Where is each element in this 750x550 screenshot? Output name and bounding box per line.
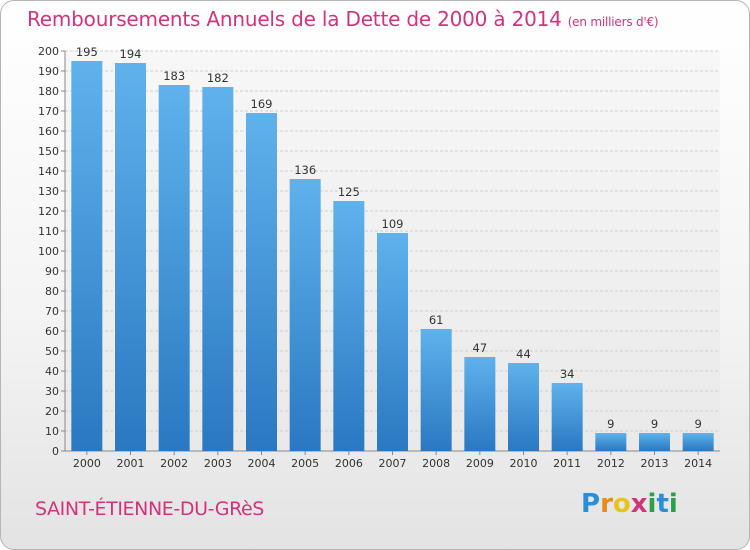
x-tick-label: 2009: [466, 457, 494, 470]
brand-letter: o: [612, 489, 631, 519]
y-tick-label: 50: [45, 345, 59, 358]
y-tick-label: 200: [38, 45, 59, 58]
bar-value-label: 195: [76, 45, 98, 59]
y-tick-label: 120: [38, 205, 59, 218]
y-tick-label: 40: [45, 365, 59, 378]
bar: [202, 87, 234, 451]
x-tick-label: 2006: [335, 457, 363, 470]
bar-value-label: 9: [651, 417, 658, 431]
brand-letter: i: [668, 489, 678, 519]
x-tick-label: 2007: [379, 457, 407, 470]
bar: [464, 357, 496, 451]
x-tick-label: 2004: [248, 457, 276, 470]
y-tick-label: 90: [45, 265, 59, 278]
x-tick-label: 2001: [117, 457, 145, 470]
x-tick-label: 2008: [422, 457, 450, 470]
bar: [246, 113, 277, 451]
bar-value-label: 47: [473, 341, 488, 355]
bar: [595, 433, 627, 451]
bar: [551, 383, 583, 451]
bar: [333, 201, 365, 451]
x-tick-label: 2013: [641, 457, 669, 470]
x-tick-label: 2005: [291, 457, 319, 470]
bar: [158, 85, 190, 451]
bar-value-label: 109: [382, 217, 404, 231]
commune-name: SAINT-ÉTIENNE-DU-GRèS: [35, 498, 264, 520]
bar-value-label: 125: [338, 185, 360, 199]
y-tick-label: 70: [45, 305, 59, 318]
chart-unit-label: (en milliers d'€): [567, 15, 659, 29]
bar-value-label: 169: [251, 97, 273, 111]
proxiti-logo: Proxiti: [581, 489, 678, 519]
bar-value-label: 183: [163, 69, 185, 83]
y-tick-label: 0: [52, 445, 59, 458]
y-tick-label: 190: [38, 65, 59, 78]
bar: [71, 61, 103, 451]
bar-value-label: 9: [695, 417, 702, 431]
y-tick-label: 100: [38, 245, 59, 258]
bar-value-label: 34: [560, 367, 575, 381]
x-tick-label: 2011: [553, 457, 581, 470]
y-tick-label: 20: [45, 405, 59, 418]
y-tick-label: 30: [45, 385, 59, 398]
brand-letter: t: [656, 489, 669, 519]
y-tick-label: 150: [38, 145, 59, 158]
brand-letter: i: [647, 489, 657, 519]
bar: [377, 233, 408, 451]
bar-value-label: 61: [429, 313, 444, 327]
y-tick-label: 140: [38, 165, 59, 178]
y-tick-label: 170: [38, 105, 59, 118]
chart-title: Remboursements Annuels de la Dette de 20…: [27, 7, 659, 31]
y-tick-label: 10: [45, 425, 59, 438]
x-tick-label: 2003: [204, 457, 232, 470]
y-tick-label: 160: [38, 125, 59, 138]
bar-value-label: 9: [607, 417, 614, 431]
brand-letter: x: [630, 489, 648, 519]
x-tick-label: 2000: [73, 457, 101, 470]
bar: [639, 433, 670, 451]
bar: [289, 179, 321, 451]
brand-letter: P: [581, 489, 601, 519]
y-tick-label: 60: [45, 325, 59, 338]
bar: [115, 63, 146, 451]
x-tick-label: 2014: [684, 457, 712, 470]
bar-value-label: 194: [120, 47, 142, 61]
bar-value-label: 44: [516, 347, 531, 361]
bar-value-label: 136: [294, 163, 316, 177]
bar-value-label: 182: [207, 71, 229, 85]
bar: [682, 433, 714, 451]
brand-letter: r: [600, 489, 613, 519]
chart-title-text: Remboursements Annuels de la Dette de 20…: [27, 7, 562, 31]
y-tick-label: 130: [38, 185, 59, 198]
bar: [420, 329, 452, 451]
y-tick-label: 80: [45, 285, 59, 298]
x-tick-label: 2002: [160, 457, 188, 470]
y-tick-label: 180: [38, 85, 59, 98]
x-tick-label: 2010: [510, 457, 538, 470]
bar: [508, 363, 539, 451]
x-tick-label: 2012: [597, 457, 625, 470]
y-tick-label: 110: [38, 225, 59, 238]
